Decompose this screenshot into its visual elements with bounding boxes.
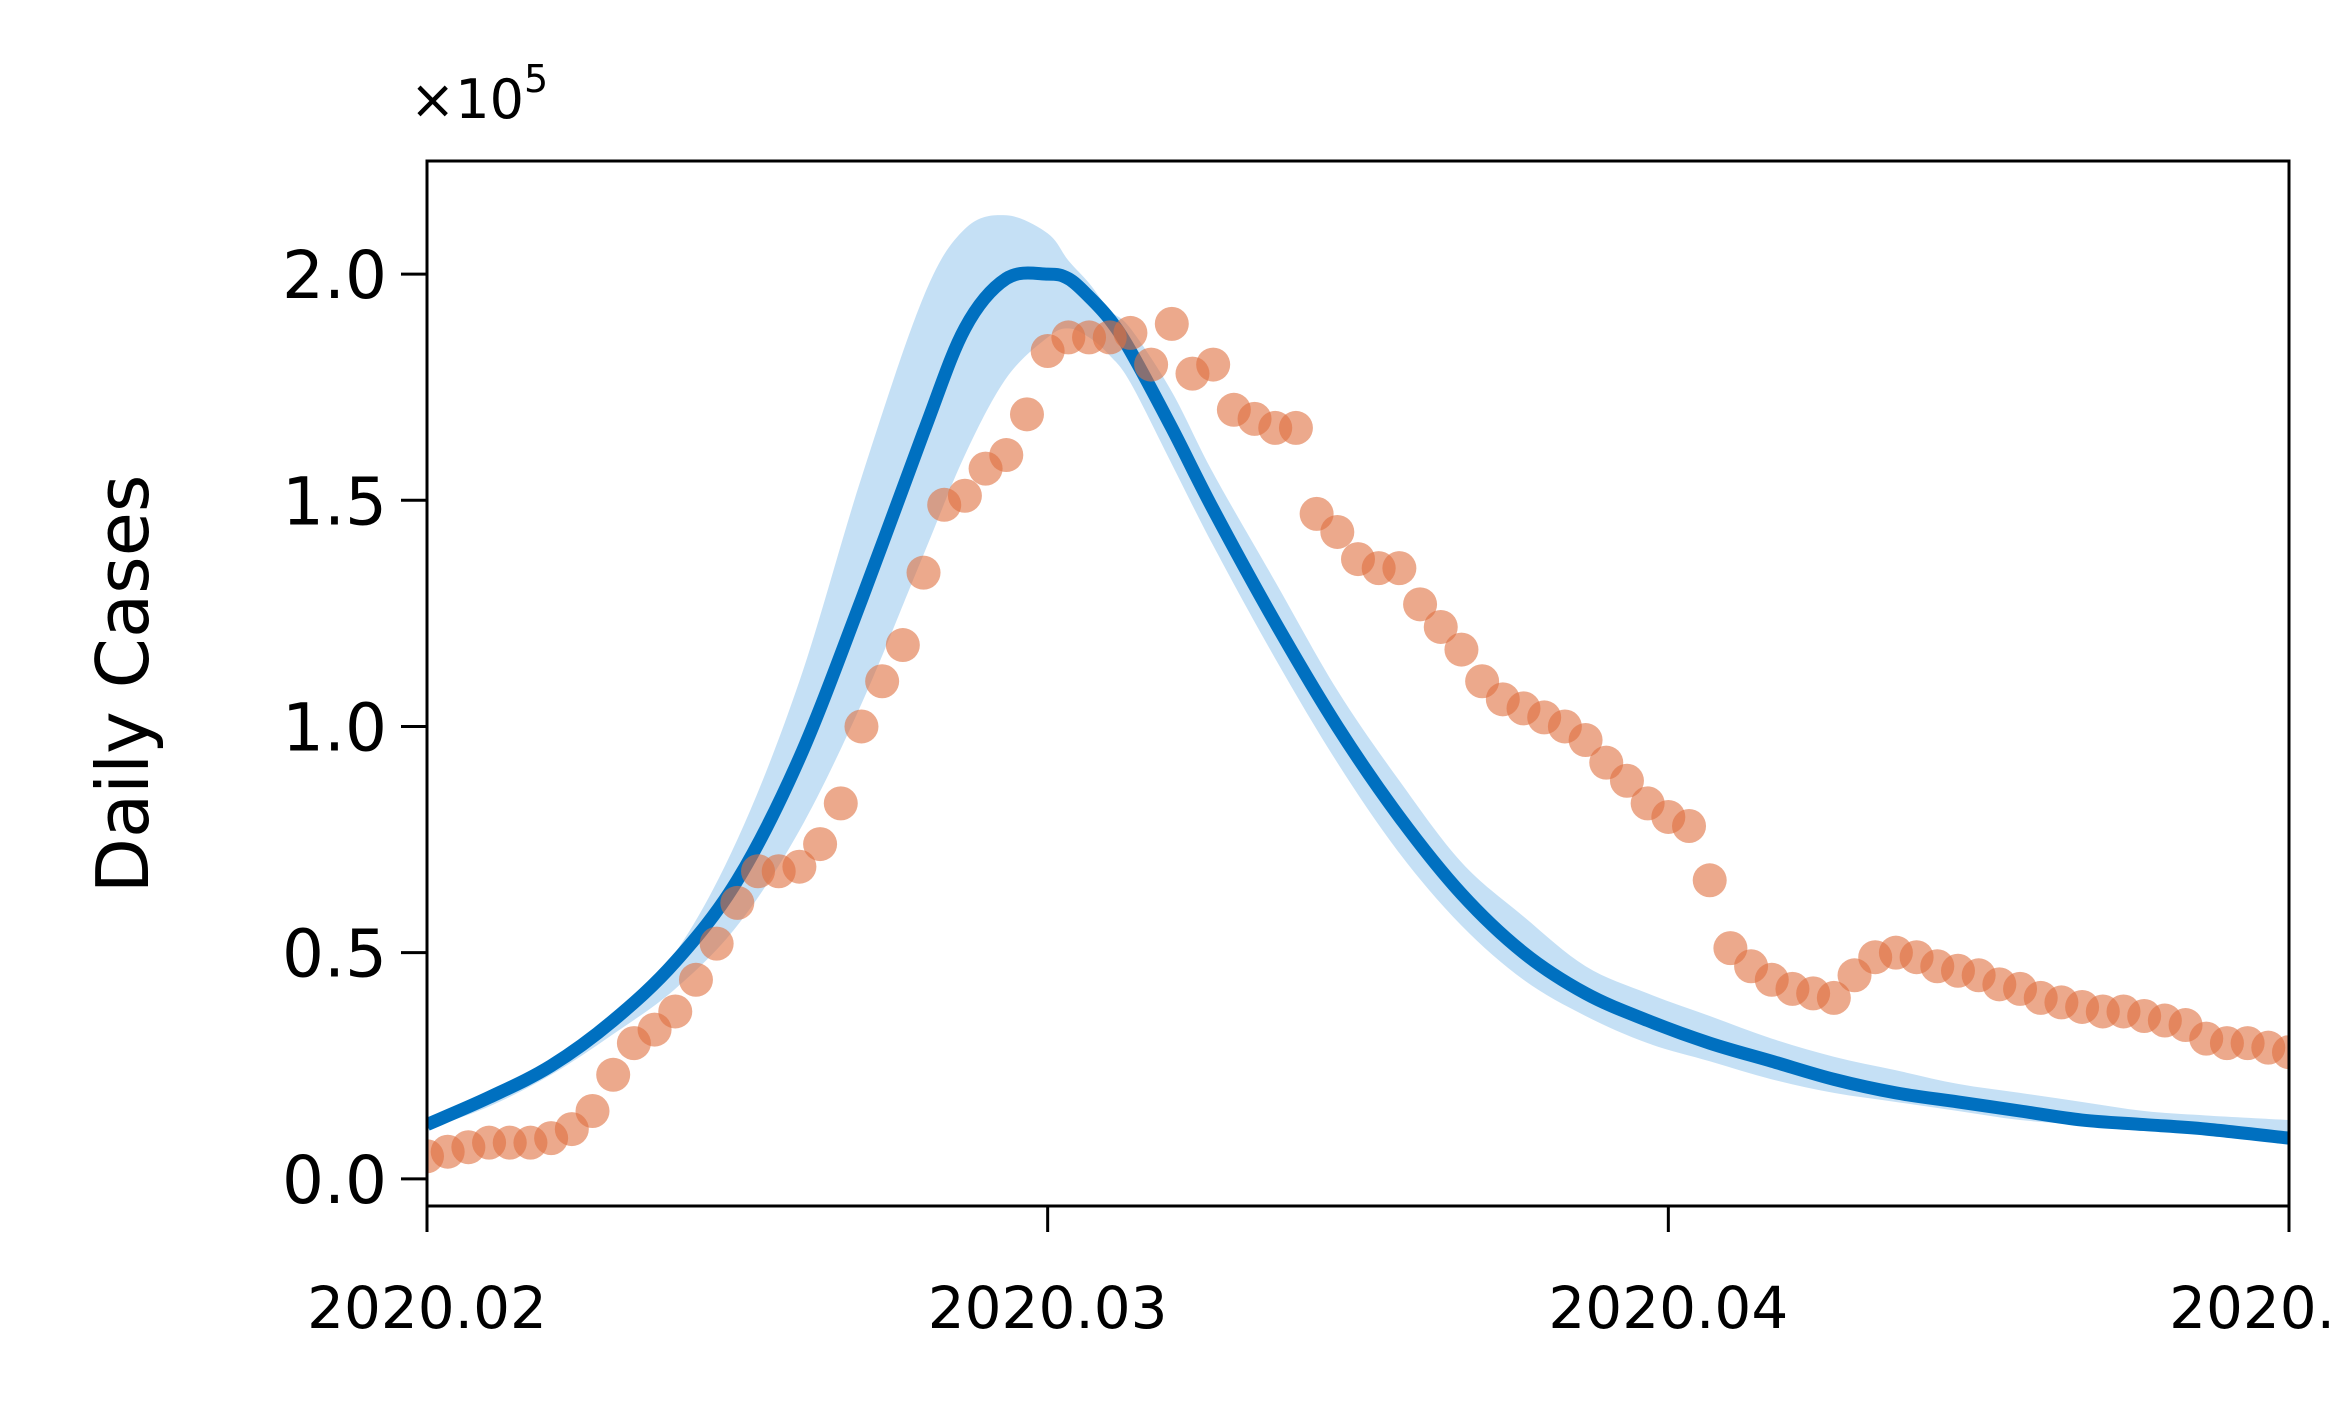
observed-point bbox=[720, 886, 754, 920]
y-axis: 0.0 0.5 1.0 1.5 2.0 bbox=[282, 237, 427, 1219]
y-multiplier-base: ×10 bbox=[410, 68, 524, 131]
observed-point bbox=[576, 1094, 610, 1128]
observed-point bbox=[1444, 633, 1478, 667]
observed-point bbox=[1155, 307, 1189, 341]
observed-point bbox=[700, 927, 734, 961]
observed-point bbox=[1279, 411, 1313, 445]
observed-point bbox=[1113, 316, 1147, 350]
observed-point bbox=[865, 664, 899, 698]
plot-frame bbox=[427, 161, 2289, 1206]
observed-point bbox=[1196, 348, 1230, 382]
y-axis-multiplier: ×105 bbox=[410, 57, 548, 131]
observed-point bbox=[824, 786, 858, 820]
observed-point bbox=[886, 628, 920, 662]
observed-point bbox=[989, 438, 1023, 472]
x-tick-label: 2020.03 bbox=[928, 1274, 1168, 1342]
observed-point bbox=[803, 827, 837, 861]
x-tick-label: 2020.05 bbox=[2169, 1274, 2338, 1342]
observed-point bbox=[658, 994, 692, 1028]
observed-point bbox=[844, 709, 878, 743]
observed-point bbox=[1010, 397, 1044, 431]
y-tick-label: 2.0 bbox=[282, 237, 387, 314]
y-tick-label: 0.0 bbox=[282, 1142, 387, 1219]
y-tick-label: 1.5 bbox=[282, 463, 387, 540]
y-tick-label: 1.0 bbox=[282, 689, 387, 766]
observed-point bbox=[1693, 863, 1727, 897]
x-axis: 2020.02 2020.03 2020.04 2020.05 bbox=[307, 1206, 2338, 1342]
y-multiplier-exponent: 5 bbox=[524, 57, 548, 101]
observed-point bbox=[1672, 809, 1706, 843]
x-tick-label: 2020.02 bbox=[307, 1274, 547, 1342]
y-tick-label: 0.5 bbox=[282, 916, 387, 993]
observed-point bbox=[907, 556, 941, 590]
x-tick-label: 2020.04 bbox=[1548, 1274, 1788, 1342]
y-axis-label: Daily Cases bbox=[81, 475, 165, 894]
observed-point bbox=[1320, 515, 1354, 549]
model-fit-line bbox=[427, 273, 2289, 1138]
model-line-layer bbox=[427, 273, 2289, 1138]
observed-point bbox=[596, 1058, 630, 1092]
observed-point bbox=[1382, 551, 1416, 585]
observed-point bbox=[679, 963, 713, 997]
observed-point bbox=[1134, 348, 1168, 382]
observed-point bbox=[948, 479, 982, 513]
